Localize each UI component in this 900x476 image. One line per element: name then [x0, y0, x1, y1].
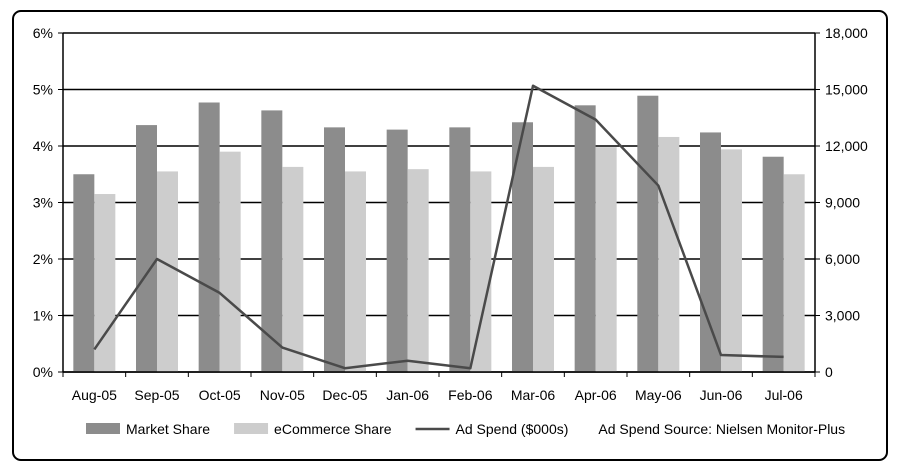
- legend-source-note: Ad Spend Source: Nielsen Monitor-Plus: [598, 421, 845, 437]
- y-right-tick-label: 3,000: [825, 308, 860, 324]
- market-share-bar: [700, 132, 721, 372]
- y-left-tick-label: 2%: [33, 251, 53, 267]
- ecommerce-share-bar: [783, 174, 805, 372]
- market-share-bar: [136, 125, 157, 372]
- y-right-tick-label: 0: [825, 364, 833, 380]
- x-tick-label: Feb-06: [448, 387, 493, 403]
- ecommerce-share-bar: [407, 169, 429, 372]
- x-tick-label: Mar-06: [511, 387, 556, 403]
- y-left-tick-label: 6%: [33, 25, 53, 41]
- legend-swatch: [86, 423, 120, 434]
- y-right-tick-label: 18,000: [825, 25, 868, 41]
- legend-swatch: [234, 423, 269, 434]
- y-right-tick-label: 15,000: [825, 82, 868, 98]
- ecommerce-share-bar: [533, 166, 554, 372]
- x-tick-label: May-06: [635, 387, 682, 403]
- market-share-bar: [512, 122, 533, 373]
- legend: Market Share eCommerce Share Ad Spend ($00…: [86, 421, 845, 437]
- ecommerce-share-bar: [658, 136, 680, 372]
- x-tick-label: Sep-05: [134, 387, 179, 403]
- market-share-bar: [762, 156, 784, 372]
- y-left-tick-label: 1%: [33, 308, 53, 324]
- axes-group: 0% 1% 2% 3% 4% 5% 6% 0 3,000 6,000 9,000 12,000 15,0…: [33, 25, 868, 403]
- line-series-group: [93, 84, 784, 370]
- market-share-bar: [198, 102, 220, 373]
- ad-spend-line: [93, 84, 784, 370]
- x-tick-label: Apr-06: [575, 387, 617, 403]
- y-left-tick-label: 3%: [33, 195, 53, 211]
- y-right-tick-label: 9,000: [825, 195, 860, 211]
- market-share-bar: [386, 129, 408, 372]
- market-share-bar: [637, 95, 659, 372]
- legend-label: eCommerce Share: [274, 421, 392, 437]
- x-tick-label: Oct-05: [199, 387, 241, 403]
- market-share-bar: [261, 110, 283, 372]
- ecommerce-share-bar: [721, 149, 742, 372]
- bar-series-group: [73, 95, 805, 373]
- x-tick-label: Jun-06: [700, 387, 743, 403]
- x-tick-label: Dec-05: [322, 387, 367, 403]
- market-share-bar: [449, 127, 471, 372]
- ecommerce-share-bar: [157, 171, 178, 372]
- market-share-bar: [324, 127, 345, 372]
- market-share-bar: [574, 105, 596, 372]
- y-right-tick-label: 12,000: [825, 138, 868, 154]
- x-tick-label: Jan-06: [386, 387, 429, 403]
- y-left-tick-label: 5%: [33, 82, 53, 98]
- ecommerce-share-bar: [282, 166, 304, 372]
- y-left-tick-label: 4%: [33, 138, 53, 154]
- market-share-bar: [73, 174, 95, 372]
- ecommerce-share-bar: [345, 171, 366, 372]
- y-right-tick-label: 6,000: [825, 251, 860, 267]
- x-tick-label: Jul-06: [765, 387, 803, 403]
- x-tick-label: Aug-05: [72, 387, 117, 403]
- legend-label: Ad Spend ($000s): [456, 421, 569, 437]
- x-tick-label: Nov-05: [260, 387, 305, 403]
- ecommerce-share-bar: [219, 151, 241, 372]
- ecommerce-share-bar: [595, 147, 617, 372]
- legend-label: Market Share: [126, 421, 210, 437]
- y-left-tick-label: 0%: [33, 364, 53, 380]
- ecommerce-share-bar: [470, 171, 492, 372]
